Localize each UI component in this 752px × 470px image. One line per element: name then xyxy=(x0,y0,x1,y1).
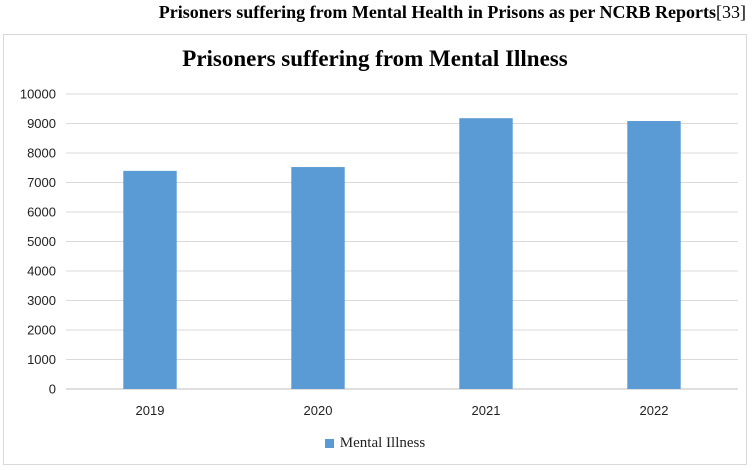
legend: Mental Illness xyxy=(4,435,746,452)
bar-2020 xyxy=(291,167,345,389)
bar-2021 xyxy=(459,118,513,389)
y-tick-label: 0 xyxy=(49,382,56,397)
x-tick-label: 2019 xyxy=(136,403,165,418)
chart-title: Prisoners suffering from Mental Illness xyxy=(182,46,568,71)
x-tick-label: 2020 xyxy=(304,403,333,418)
caption-reference: [33] xyxy=(716,2,746,22)
y-tick-label: 9000 xyxy=(27,116,56,131)
y-tick-label: 8000 xyxy=(27,146,56,161)
y-tick-label: 1000 xyxy=(27,352,56,367)
caption-text: Prisoners suffering from Mental Health i… xyxy=(158,2,716,22)
y-tick-label: 5000 xyxy=(27,234,56,249)
y-tick-label: 6000 xyxy=(27,205,56,220)
bar-2019 xyxy=(123,170,177,389)
x-tick-label: 2022 xyxy=(640,403,669,418)
bar-2022 xyxy=(627,121,681,389)
y-tick-label: 3000 xyxy=(27,293,56,308)
chart-frame: Prisoners suffering from Mental Illness … xyxy=(3,34,747,465)
legend-swatch xyxy=(324,439,334,448)
figure-caption: Prisoners suffering from Mental Health i… xyxy=(0,2,752,23)
y-tick-label: 2000 xyxy=(27,323,56,338)
x-tick-label: 2021 xyxy=(472,403,501,418)
legend-label: Mental Illness xyxy=(339,435,426,451)
y-tick-label: 10000 xyxy=(20,87,56,102)
y-tick-label: 7000 xyxy=(27,175,56,190)
bar-chart: 0 1000 2000 3000 4000 5000 6000 7000 8000 9000 100… xyxy=(20,87,738,418)
y-tick-label: 4000 xyxy=(27,264,56,279)
